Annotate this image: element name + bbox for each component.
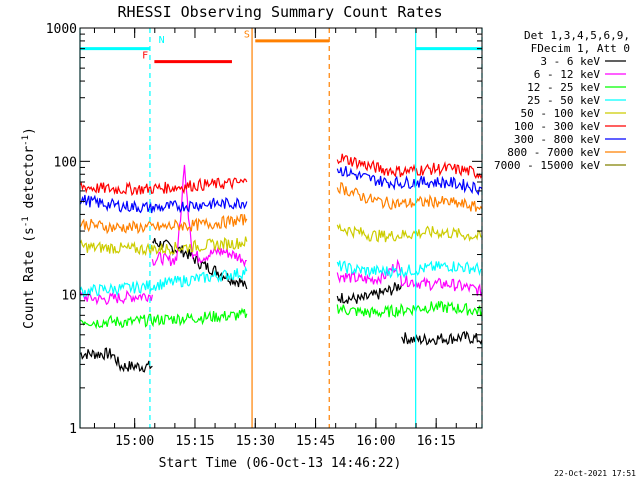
series-line-12-25-kev: [336, 300, 483, 319]
series-line-25-50-kev: [79, 265, 248, 298]
legend-label: 12 - 25 keV: [527, 81, 600, 94]
series-line-3-6-kev: [151, 238, 248, 290]
series-line-6-12-kev: [336, 258, 483, 297]
legend: Det 1,3,4,5,6,9,FDecim 1, Att 03 - 6 keV…: [494, 29, 630, 172]
series-line-800-7000-kev: [79, 213, 248, 235]
x-tick-label: 15:30: [236, 434, 275, 449]
x-tick-label: 15:00: [115, 434, 154, 449]
y-tick-label: 1000: [46, 22, 77, 37]
series-line-25-50-kev: [336, 260, 483, 279]
annotation-label: F: [142, 51, 148, 62]
legend-label: 800 - 7000 keV: [507, 146, 600, 159]
annotation-layer: NF S: [80, 29, 482, 64]
legend-label: 300 - 800 keV: [514, 133, 600, 146]
y-axis-label-mid: detector: [22, 146, 37, 217]
plot-frame: [79, 27, 483, 429]
x-tick-label: 16:15: [417, 434, 456, 449]
series-line-6-12-kev: [151, 164, 247, 268]
legend-label: 3 - 6 keV: [540, 55, 600, 68]
y-axis-label-sup1: -1: [21, 216, 31, 227]
series-line-300-800-kev: [336, 166, 483, 196]
series-line-50-100-kev: [79, 236, 248, 257]
series-line-6-12-kev: [79, 289, 153, 306]
series-line-100-300-kev: [336, 153, 483, 180]
legend-label: 6 - 12 keV: [534, 68, 601, 81]
series-line-300-800-kev: [79, 194, 248, 214]
x-tick-label: 15:15: [175, 434, 214, 449]
x-tick-label: 15:45: [296, 434, 335, 449]
y-tick-label: 100: [54, 155, 77, 170]
y-tick-label: 10: [61, 289, 77, 304]
y-axis: 1 10 100 1000: [46, 22, 482, 437]
legend-label: 50 - 100 keV: [521, 107, 601, 120]
annotation-label: S: [244, 29, 250, 40]
legend-label: 7000 - 15000 keV: [494, 159, 600, 172]
y-axis-label-main: Count Rate (s: [22, 227, 37, 329]
chart-title: RHESSI Observing Summary Count Rates: [117, 3, 442, 21]
timestamp: 22-Oct-2021 17:51: [554, 469, 636, 478]
annotation-label: N: [159, 35, 165, 46]
series-line-3-6-kev: [336, 282, 403, 304]
legend-header: FDecim 1, Att 0: [531, 42, 630, 55]
y-axis-label-end: ): [22, 127, 37, 135]
x-axis: 15:00 15:15 15:30 15:45 16:00 16:15: [93, 28, 477, 449]
series-line-100-300-kev: [79, 177, 248, 197]
legend-header: Det 1,3,4,5,6,9,: [524, 29, 630, 42]
series-layer: [79, 153, 483, 373]
legend-label: 100 - 300 keV: [514, 120, 600, 133]
legend-label: 25 - 50 keV: [527, 94, 600, 107]
y-axis-label: Count Rate (s-1 detector-1): [21, 127, 37, 329]
y-tick-label: 1: [69, 422, 77, 437]
series-line-3-6-kev: [401, 330, 483, 346]
series-line-800-7000-kev: [336, 181, 483, 212]
y-axis-label-sup2: -1: [21, 135, 31, 146]
x-axis-label: Start Time (06-Oct-13 14:46:22): [159, 456, 402, 471]
x-tick-label: 16:00: [356, 434, 395, 449]
series-line-12-25-kev: [79, 307, 248, 330]
series-line-50-100-kev: [336, 223, 483, 243]
series-line-3-6-kev: [79, 347, 153, 373]
